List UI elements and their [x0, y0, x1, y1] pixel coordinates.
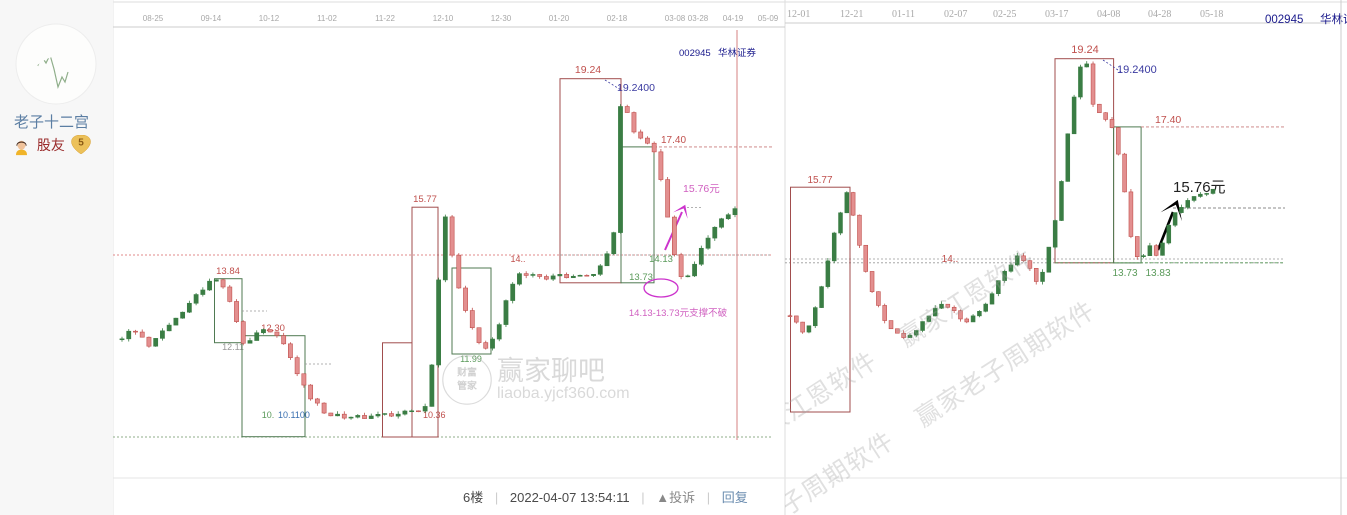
svg-text:5: 5 [78, 138, 84, 149]
svg-text:10.1100: 10.1100 [278, 410, 310, 420]
svg-text:04-28: 04-28 [1148, 9, 1171, 20]
svg-text:02-25: 02-25 [993, 9, 1016, 20]
svg-text:12.11: 12.11 [222, 342, 244, 352]
svg-text:11-02: 11-02 [317, 14, 337, 23]
svg-text:17.40: 17.40 [1155, 114, 1181, 126]
svg-text:09-14: 09-14 [201, 14, 222, 23]
svg-text:12-10: 12-10 [433, 14, 454, 23]
svg-text:08-25: 08-25 [143, 14, 164, 23]
svg-text:03-08: 03-08 [665, 14, 686, 23]
svg-text:19.2400: 19.2400 [617, 82, 655, 94]
svg-text:01-20: 01-20 [549, 14, 570, 23]
svg-text:19.24: 19.24 [575, 64, 601, 76]
svg-text:10-12: 10-12 [259, 14, 280, 23]
svg-text:14..: 14.. [942, 254, 959, 265]
svg-text:05-09: 05-09 [758, 14, 779, 23]
svg-text:华林证券: 华林证券 [718, 47, 757, 59]
svg-text:19.24: 19.24 [1071, 44, 1099, 56]
svg-text:02-18: 02-18 [607, 14, 628, 23]
svg-text:19.2400: 19.2400 [1117, 64, 1157, 76]
svg-text:12-21: 12-21 [840, 9, 863, 20]
svg-text:03-17: 03-17 [1045, 9, 1068, 20]
svg-text:05-18: 05-18 [1200, 9, 1223, 20]
svg-text:15.77: 15.77 [807, 175, 832, 186]
svg-text:10.: 10. [262, 410, 275, 420]
svg-text:13.73: 13.73 [1112, 268, 1137, 279]
svg-text:15.76元: 15.76元 [1173, 179, 1226, 196]
svg-text:002945: 002945 [1265, 14, 1303, 26]
svg-text:14.13-13.73元支撑不破: 14.13-13.73元支撑不破 [629, 307, 728, 319]
svg-text:13.83: 13.83 [1145, 268, 1170, 279]
svg-text:11-22: 11-22 [375, 14, 395, 23]
svg-text:01-11: 01-11 [892, 9, 915, 20]
svg-text:12-30: 12-30 [491, 14, 512, 23]
svg-text:04-19: 04-19 [723, 14, 744, 23]
svg-text:10.36: 10.36 [423, 410, 446, 420]
svg-text:002945: 002945 [679, 48, 711, 59]
svg-text:02-07: 02-07 [944, 9, 967, 20]
svg-text:15.76元: 15.76元 [683, 183, 720, 195]
svg-text:14.13: 14.13 [649, 254, 673, 265]
svg-text:11.99: 11.99 [460, 354, 482, 364]
svg-text:15.77: 15.77 [413, 194, 437, 205]
svg-text:17.40: 17.40 [661, 135, 686, 146]
svg-text:华林证券: 华林证券 [1320, 12, 1347, 26]
svg-text:03-28: 03-28 [688, 14, 709, 23]
svg-text:13.84: 13.84 [216, 266, 240, 277]
svg-text:14..: 14.. [510, 254, 525, 264]
svg-text:12-01: 12-01 [787, 9, 810, 20]
svg-text:04-08: 04-08 [1097, 9, 1120, 20]
